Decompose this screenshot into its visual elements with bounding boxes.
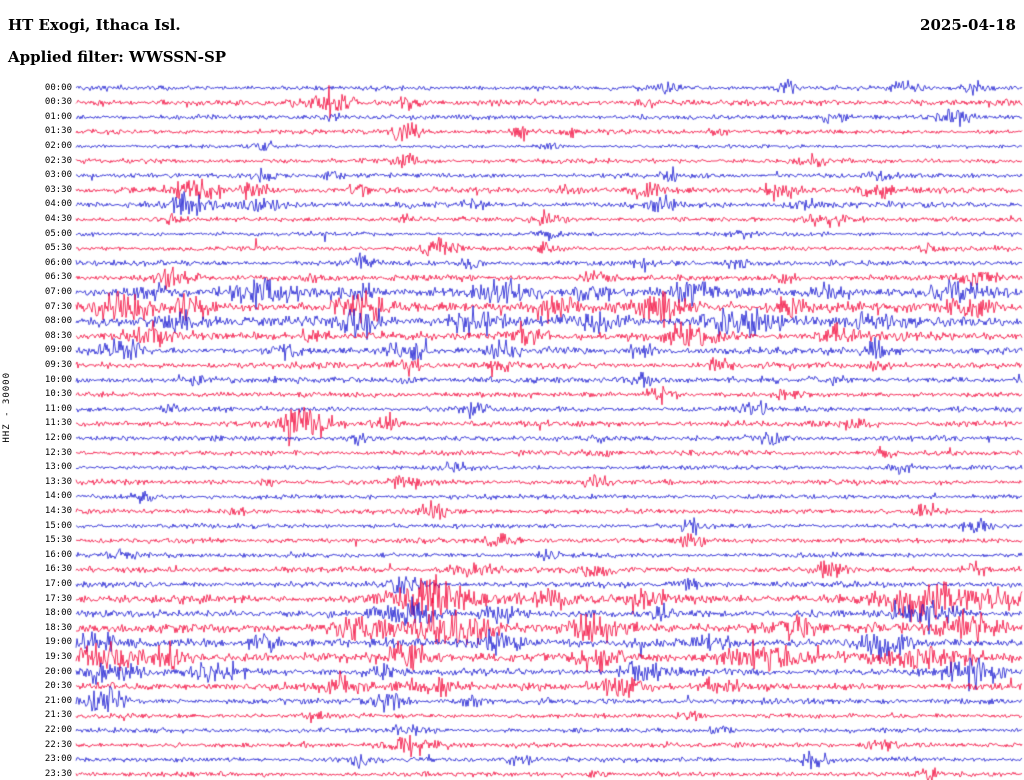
- helicorder-page: HT Exogi, Ithaca Isl. 2025-04-18 Applied…: [0, 0, 1024, 780]
- seismogram-canvas: [0, 0, 1024, 780]
